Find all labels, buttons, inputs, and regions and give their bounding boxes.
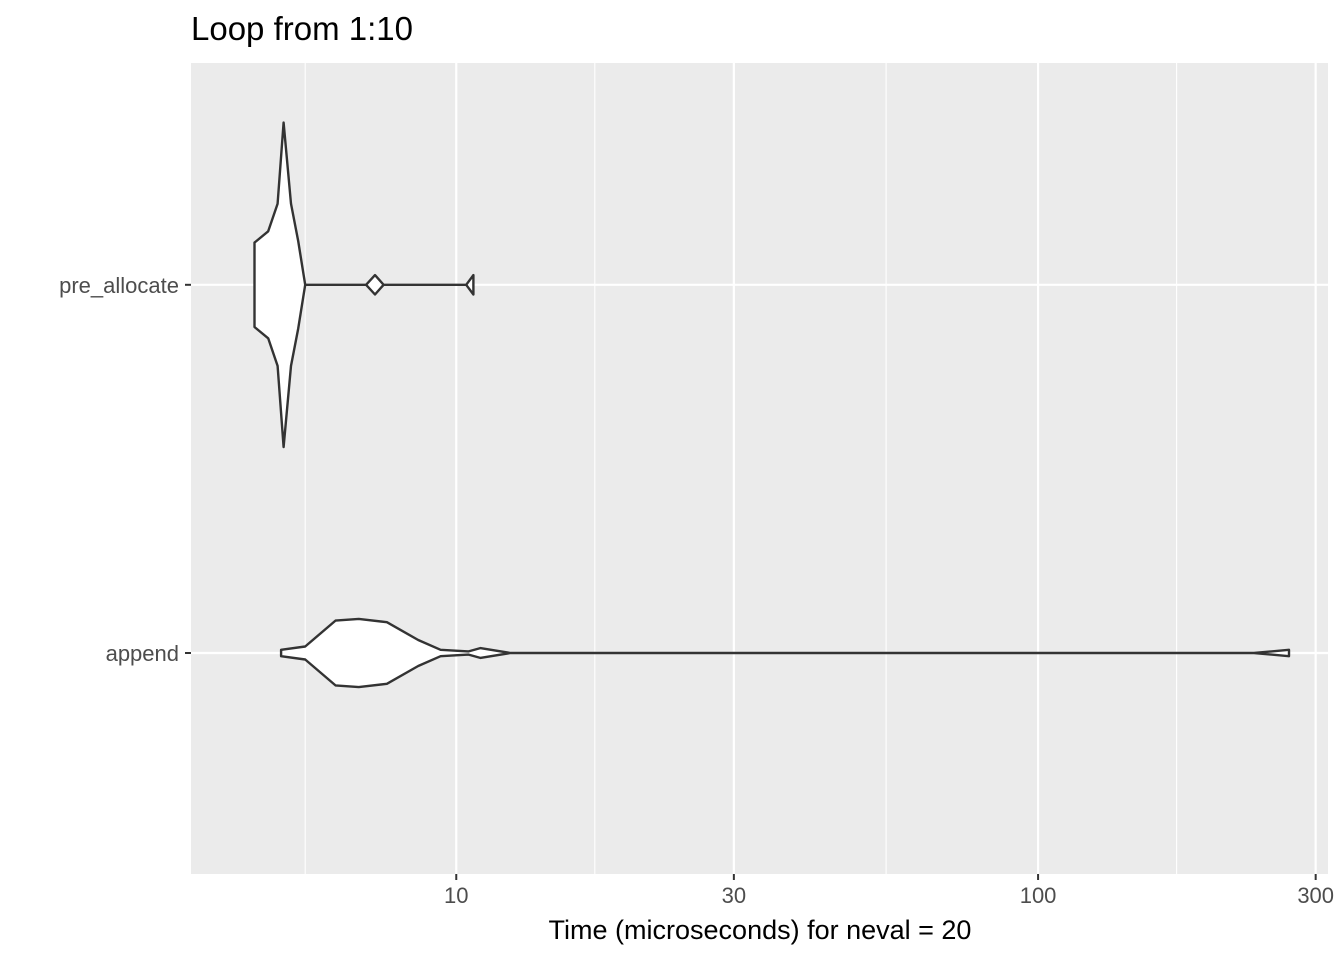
x-tick-label: 100 xyxy=(1020,883,1057,908)
plot-panel xyxy=(191,63,1328,874)
x-axis-title: Time (microseconds) for neval = 20 xyxy=(549,915,972,945)
x-tick-label: 30 xyxy=(722,883,746,908)
x-tick-label: 10 xyxy=(444,883,468,908)
violin-append xyxy=(279,617,1291,689)
chart-title: Loop from 1:10 xyxy=(191,10,413,47)
x-tick-label: 300 xyxy=(1297,883,1334,908)
violin-pre-allocate xyxy=(253,121,475,449)
y-tick-label: append xyxy=(106,641,179,666)
y-tick-label: pre_allocate xyxy=(59,273,179,298)
violin-layer xyxy=(253,121,1291,689)
minor-gridlines xyxy=(304,63,1178,874)
x-axis: 10 30 100 300 xyxy=(444,874,1334,908)
